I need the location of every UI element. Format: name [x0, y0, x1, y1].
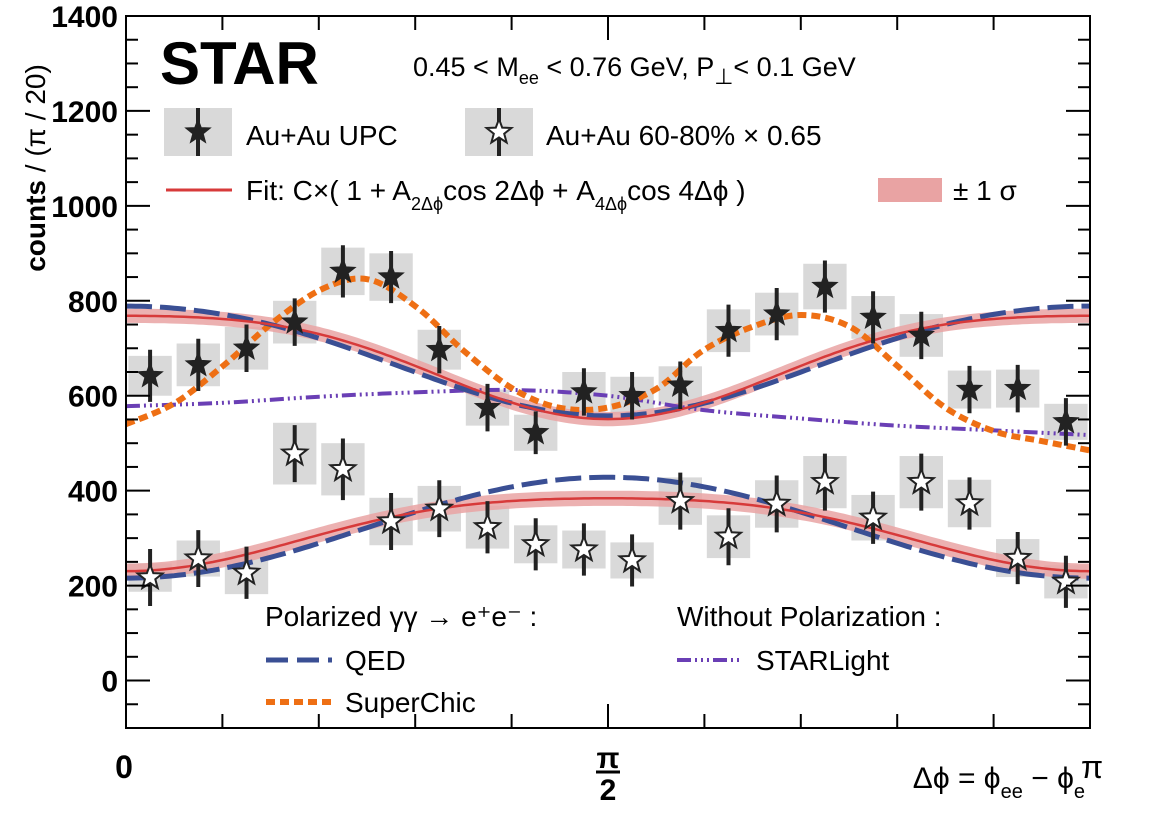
peripheral-data-point — [1002, 542, 1033, 571]
y-tick-label: 400 — [68, 476, 118, 509]
x-axis-label: Δϕ = ϕee − ϕe — [913, 762, 1085, 803]
peripheral-data-point — [134, 561, 166, 591]
kinematics-label: 0.45 < Mee < 0.76 GeV, P⊥< 0.1 GeV — [413, 52, 856, 89]
peripheral-data-point — [809, 466, 841, 495]
upc-data-point — [425, 335, 454, 362]
upc-data-point — [762, 299, 791, 326]
upc-data-point — [521, 418, 550, 445]
upc-data-point — [136, 361, 164, 388]
upc-data-point — [473, 393, 502, 420]
peripheral-data-point — [231, 556, 262, 586]
peripheral-data-point — [375, 505, 407, 535]
fit-band-peripheral — [126, 490, 1090, 579]
fit-band-upc — [126, 308, 1090, 427]
experiment-label: STAR — [160, 30, 319, 97]
peripheral-data-point — [857, 501, 889, 531]
y-axis-label: counts / (π / 20) — [20, 64, 51, 272]
legend-qed-label: QED — [345, 645, 406, 676]
fit-curve-upc — [126, 314, 1090, 421]
upc-data-point — [329, 256, 357, 284]
peripheral-data-point — [665, 485, 696, 514]
qed-curve-upc — [126, 303, 1090, 419]
x-tick-label-0: 0 — [115, 749, 133, 785]
upc-data-point — [280, 307, 309, 334]
peripheral-data-point — [568, 533, 600, 563]
y-tick-label: 1000 — [51, 191, 118, 224]
legend-polarized-title: Polarized γγ → e⁺e⁻ : — [265, 601, 537, 632]
x-tick-label-pi: π — [1081, 749, 1103, 785]
model-curves — [126, 275, 1090, 581]
peripheral-data-point — [424, 492, 455, 522]
upc-data-point — [714, 316, 743, 343]
upc-data-point — [618, 381, 646, 408]
upc-data-point — [811, 272, 839, 299]
peripheral-data-point — [472, 511, 503, 540]
y-tick-label: 0 — [101, 666, 118, 699]
x-tick-label-half-denominator: 2 — [600, 774, 617, 807]
legend-peripheral: Au+Au 60-80% × 0.65 — [465, 108, 822, 156]
upc-data-point — [1003, 374, 1032, 401]
qed-curve-peripheral — [126, 474, 1090, 581]
fit-uncertainty-bands — [126, 308, 1090, 579]
y-tick-label: 1200 — [51, 96, 118, 129]
upc-data-point — [232, 333, 261, 360]
data-points — [134, 245, 1082, 608]
upc-data-point — [1052, 407, 1080, 434]
y-tick-label: 600 — [68, 381, 118, 414]
legend-upc-label: Au+Au UPC — [246, 120, 398, 151]
legend-band-swatch — [878, 178, 942, 202]
upc-data-point — [570, 377, 598, 404]
legend-upc: Au+Au UPC — [164, 108, 398, 156]
upc-data-point — [907, 321, 936, 348]
superchic-curve — [126, 275, 1090, 454]
upc-data-point — [184, 350, 213, 377]
axes — [125, 15, 1091, 729]
legend-fit-label: Fit: C×( 1 + A2Δϕcos 2Δϕ + A4Δϕcos 4Δϕ ) — [246, 175, 746, 214]
peripheral-data-point — [279, 437, 310, 467]
x-tick-label-half-numerator: π — [597, 742, 620, 775]
upc-data-point — [955, 375, 984, 402]
legend-band-label: ± 1 σ — [953, 175, 1017, 206]
y-tick-label: 200 — [68, 571, 118, 604]
legend-upc-marker — [184, 117, 212, 144]
upc-data-point — [859, 302, 887, 330]
upc-data-point — [666, 370, 695, 397]
y-tick-label: 800 — [68, 286, 118, 319]
peripheral-data-point — [183, 542, 214, 572]
y-tick-labels: 0 200 400 600 800 1000 1200 1400 — [51, 1, 118, 699]
legend-starlight-label: STARLight — [756, 645, 890, 676]
peripheral-data-point — [906, 466, 937, 495]
peripheral-data-point — [954, 487, 985, 517]
peripheral-data-point — [761, 488, 792, 517]
fit-curves — [126, 314, 1090, 573]
legend-superchic-label: SuperChic — [345, 687, 476, 718]
starlight-curve — [126, 387, 1090, 438]
legend-peripheral-marker — [483, 116, 515, 145]
peripheral-data-point — [1050, 565, 1082, 595]
peripheral-data-point — [520, 528, 551, 558]
upc-data-point — [377, 262, 405, 289]
legend-unpolarized-title: Without Polarization : — [677, 601, 942, 632]
y-tick-label: 1400 — [51, 1, 118, 34]
peripheral-data-point — [713, 520, 744, 550]
peripheral-data-point — [327, 453, 359, 483]
legend-peripheral-label: Au+Au 60-80% × 0.65 — [546, 120, 822, 151]
fit-curve-peripheral — [126, 497, 1090, 573]
peripheral-data-point — [616, 544, 648, 574]
